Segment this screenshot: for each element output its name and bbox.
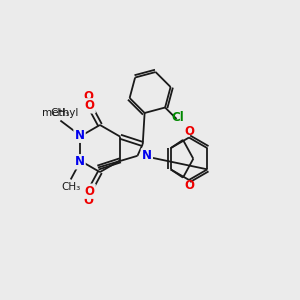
Text: Cl: Cl [172,111,184,124]
Text: N: N [142,149,152,162]
Text: O: O [85,185,94,198]
Text: CH₃: CH₃ [51,108,70,118]
Text: O: O [85,99,94,112]
Text: O: O [83,194,93,207]
Text: O: O [83,91,93,103]
Text: N: N [142,149,152,162]
Text: N: N [74,155,85,168]
Text: O: O [184,179,194,192]
Text: CH₃: CH₃ [61,182,80,192]
Text: N: N [74,155,85,168]
Text: O: O [184,125,194,138]
Text: N: N [74,129,85,142]
Text: N: N [74,129,85,142]
Text: methyl: methyl [42,108,79,118]
